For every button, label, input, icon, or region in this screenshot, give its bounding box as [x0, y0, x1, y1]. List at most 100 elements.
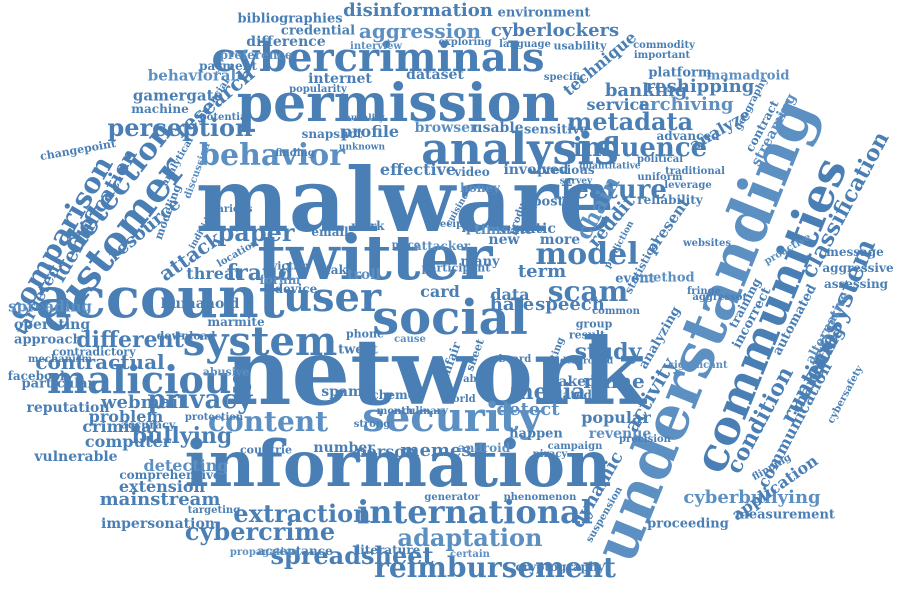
word-protection: protection	[184, 412, 244, 423]
word-reputation: reputation	[26, 400, 110, 416]
word-interview: interview	[350, 41, 402, 52]
word-static: static	[512, 221, 556, 237]
word-humanoid: humanoid	[160, 296, 240, 312]
word-mainstream: mainstream	[99, 489, 221, 510]
word-adaptation: adaptation	[397, 523, 543, 552]
word-specific: specific	[543, 72, 587, 83]
word-social: social	[372, 290, 528, 346]
word-extraction: extraction	[233, 499, 371, 528]
word-method: method	[639, 270, 695, 286]
word-metadata: metadata	[566, 107, 694, 136]
word-facebook: facebook	[7, 369, 69, 383]
word-study: study	[574, 339, 642, 365]
word-price: price	[391, 240, 421, 251]
word-finding: finding	[275, 148, 315, 159]
word-name: name	[583, 369, 645, 393]
word-fake: fake	[325, 263, 355, 277]
word-browser: browser	[414, 120, 478, 136]
word-survey: survey	[559, 176, 593, 187]
word-vulnerable: vulnerable	[34, 449, 118, 465]
word-disinformation: disinformation	[343, 0, 493, 21]
word-websites: websites	[682, 238, 732, 249]
word-new: new	[488, 232, 520, 248]
word-analysis: analysis	[421, 124, 619, 175]
word-event: event	[615, 271, 655, 287]
word-card: card	[420, 282, 460, 301]
word-mamadroid: mamadroid	[706, 68, 790, 84]
word-many: many	[460, 254, 500, 270]
word-troll: troll	[347, 267, 381, 283]
word-webmail: webmail	[101, 392, 185, 413]
word-computer: computer	[84, 432, 172, 451]
word-certain: certain	[450, 549, 490, 560]
word-advanced: advanced	[656, 129, 720, 143]
word-android: android	[457, 441, 511, 455]
word-time: time	[474, 222, 510, 238]
word-platform: platform	[648, 65, 712, 81]
word-result: result	[568, 328, 606, 342]
word-payment: payment	[199, 59, 257, 73]
word-threat: threat	[186, 264, 242, 283]
word-forum: forum	[259, 273, 301, 287]
word-user: user	[282, 274, 382, 321]
word-malware: malware	[195, 148, 615, 252]
word-information: information	[184, 427, 612, 502]
word-proceeding: proceeding	[647, 516, 729, 532]
word-criminal: criminal	[82, 417, 158, 436]
word-permission: permission	[236, 73, 560, 134]
word-leverage: leverage	[664, 180, 712, 191]
word-security: security	[362, 394, 542, 441]
word-acceptance: acceptance	[257, 544, 333, 558]
word-privacy: privacy	[147, 385, 253, 415]
word-usability: usability	[553, 39, 607, 53]
word-snapshot: snapshot	[301, 127, 363, 141]
word-account: account	[35, 265, 285, 331]
word-tweet: tweet	[338, 342, 378, 358]
word-cybercrime: cybercrime	[184, 517, 336, 546]
word-speech: speech	[535, 294, 605, 315]
word-detect: detect	[496, 399, 560, 420]
word-causality: causality	[339, 113, 385, 124]
word-important: important	[633, 50, 691, 61]
word-happen: happen	[509, 426, 563, 442]
word-more: more	[539, 232, 581, 248]
word-person: person	[355, 442, 417, 461]
word-fraud: fraud	[226, 260, 294, 286]
word-fringe: fringe	[687, 286, 721, 297]
word-post: post	[532, 194, 564, 210]
word-underground: underground	[546, 356, 614, 367]
word-targeting: targeting	[187, 505, 241, 516]
word-international: international	[357, 493, 593, 531]
word-literature: literature	[355, 543, 421, 557]
word-cyberbullying: cyberbullying	[683, 487, 821, 508]
word-generator: generator	[424, 492, 480, 503]
word-political: political	[636, 154, 684, 165]
word-revenue: revenue	[588, 426, 652, 442]
word-difference: difference	[246, 34, 326, 50]
word-different: different	[76, 327, 184, 353]
word-network: network	[224, 318, 646, 426]
word-particular: particular	[21, 376, 95, 392]
word-related: related	[544, 388, 592, 402]
word-world: world	[444, 394, 476, 405]
word-number: number	[313, 440, 375, 456]
word-ip: ip	[461, 221, 475, 235]
word-group: group	[575, 317, 613, 331]
word-common: common	[592, 306, 640, 317]
word-sensitive: sensitive	[523, 122, 589, 138]
word-perception: perception	[107, 113, 253, 142]
word-piracy: piracy	[532, 449, 568, 460]
word-cause: cause	[394, 334, 426, 345]
word-data: data	[490, 285, 530, 304]
word-media: media	[510, 379, 586, 405]
word-memes: memes	[400, 440, 472, 461]
word-internet: internet	[308, 71, 372, 87]
word-term: term	[517, 261, 567, 282]
word-malicious: malicious	[47, 357, 253, 402]
word-strong: strong	[353, 419, 391, 430]
word-aggression: aggression	[358, 19, 482, 43]
word-behavior: behavior	[199, 138, 345, 173]
word-profile: profile	[340, 122, 400, 141]
word-phone: phone	[345, 327, 385, 341]
